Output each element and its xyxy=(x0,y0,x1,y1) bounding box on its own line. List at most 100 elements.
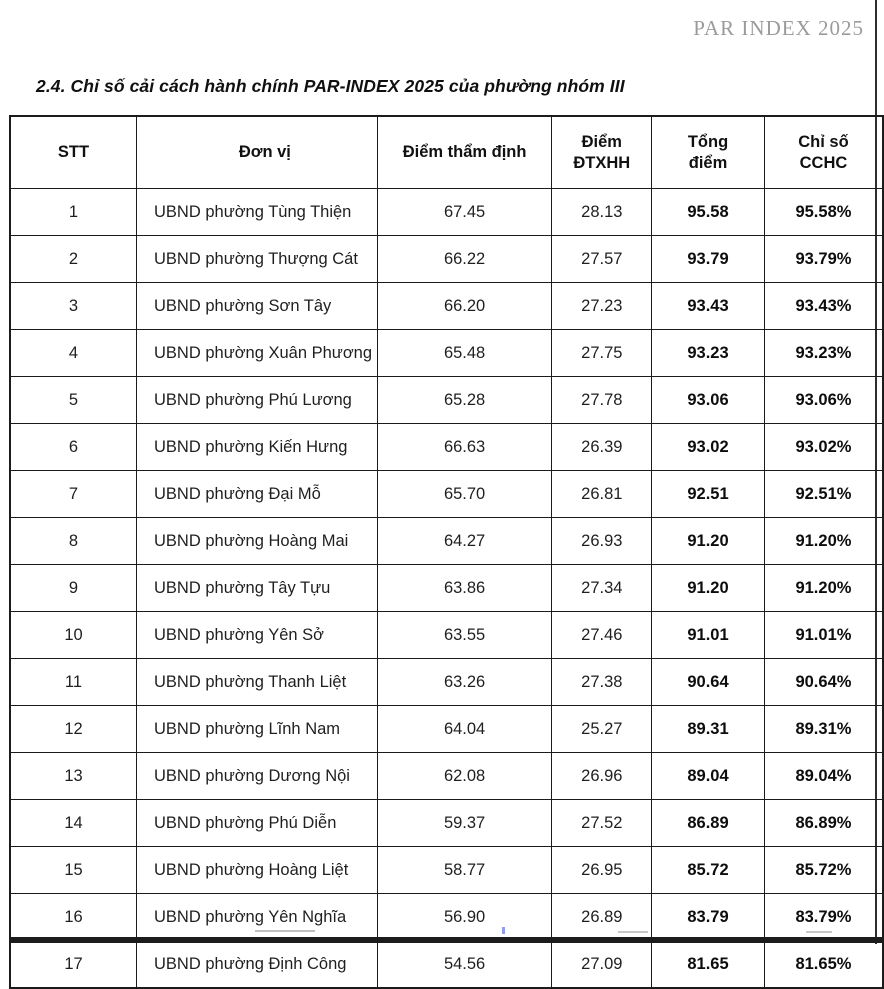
header-stt: STT xyxy=(9,115,137,189)
cell-diem-dtxhh: 27.75 xyxy=(551,329,653,377)
cell-stt: 3 xyxy=(9,282,137,330)
cell-stt: 12 xyxy=(9,705,137,753)
cell-diem-tham-dinh: 64.27 xyxy=(376,517,553,565)
cell-diem-tham-dinh: 63.26 xyxy=(376,658,553,706)
cell-chi-so-cchc: 92.51% xyxy=(763,470,884,518)
table-row: 15 UBND phường Hoàng Liệt 58.77 26.95 85.72 8… xyxy=(9,846,884,894)
cell-tong-diem: 90.64 xyxy=(651,658,765,706)
table-row: 3 UBND phường Sơn Tây 66.20 27.23 93.43 93.43… xyxy=(9,282,884,330)
cell-tong-diem: 95.58 xyxy=(651,188,765,236)
table-row: 4 UBND phường Xuân Phương 65.48 27.75 93.23 9… xyxy=(9,329,884,377)
cell-chi-so-cchc: 91.20% xyxy=(763,564,884,612)
cell-stt: 2 xyxy=(9,235,137,283)
table-row: 8 UBND phường Hoàng Mai 64.27 26.93 91.20 91.… xyxy=(9,517,884,565)
table-row: 5 UBND phường Phú Lương 65.28 27.78 93.06 93.… xyxy=(9,376,884,424)
cell-tong-diem: 91.01 xyxy=(651,611,765,659)
table-row: 14 UBND phường Phú Diễn 59.37 27.52 86.89 86.… xyxy=(9,799,884,847)
cell-chi-so-cchc: 93.02% xyxy=(763,423,884,471)
table-row: 7 UBND phường Đại Mỗ 65.70 26.81 92.51 92.51% xyxy=(9,470,884,518)
cell-don-vi: UBND phường Hoàng Liệt xyxy=(136,846,378,894)
cell-diem-tham-dinh: 64.04 xyxy=(376,705,553,753)
cell-diem-tham-dinh: 63.55 xyxy=(376,611,553,659)
cell-diem-dtxhh: 27.52 xyxy=(551,799,653,847)
cell-diem-tham-dinh: 66.63 xyxy=(376,423,553,471)
cell-diem-dtxhh: 26.89 xyxy=(551,893,653,941)
cell-diem-tham-dinh: 62.08 xyxy=(376,752,553,800)
table-row: 9 UBND phường Tây Tựu 63.86 27.34 91.20 91.20… xyxy=(9,564,884,612)
table-row: 6 UBND phường Kiến Hưng 66.63 26.39 93.02 93.… xyxy=(9,423,884,471)
table-row: 17 UBND phường Định Công 54.56 27.09 81.65 81… xyxy=(9,940,884,989)
cell-chi-so-cchc: 95.58% xyxy=(763,188,884,236)
cell-tong-diem: 85.72 xyxy=(651,846,765,894)
cell-diem-tham-dinh: 63.86 xyxy=(376,564,553,612)
header-chi-so-cchc: Chỉ số CCHC xyxy=(763,115,884,189)
cell-don-vi: UBND phường Thanh Liệt xyxy=(136,658,378,706)
cell-diem-dtxhh: 26.39 xyxy=(551,423,653,471)
cell-don-vi: UBND phường Phú Lương xyxy=(136,376,378,424)
cell-stt: 6 xyxy=(9,423,137,471)
cell-stt: 9 xyxy=(9,564,137,612)
par-index-table: STT Đơn vị Điểm thẩm định Điểm ĐTXHH Tổng đi… xyxy=(9,115,884,989)
cell-don-vi: UBND phường Dương Nội xyxy=(136,752,378,800)
table-header-row: STT Đơn vị Điểm thẩm định Điểm ĐTXHH Tổng đi… xyxy=(9,115,884,189)
header-tong-diem: Tổng điểm xyxy=(651,115,765,189)
cell-diem-dtxhh: 27.38 xyxy=(551,658,653,706)
cell-tong-diem: 81.65 xyxy=(651,940,765,989)
cell-chi-so-cchc: 93.43% xyxy=(763,282,884,330)
cell-don-vi: UBND phường Định Công xyxy=(136,940,378,989)
header-don-vi: Đơn vị xyxy=(136,115,378,189)
cell-stt: 1 xyxy=(9,188,137,236)
cell-chi-so-cchc: 89.04% xyxy=(763,752,884,800)
cell-diem-tham-dinh: 67.45 xyxy=(376,188,553,236)
cell-stt: 7 xyxy=(9,470,137,518)
cell-don-vi: UBND phường Hoàng Mai xyxy=(136,517,378,565)
cell-don-vi: UBND phường Lĩnh Nam xyxy=(136,705,378,753)
cell-tong-diem: 92.51 xyxy=(651,470,765,518)
cell-don-vi: UBND phường Tây Tựu xyxy=(136,564,378,612)
cell-diem-tham-dinh: 66.20 xyxy=(376,282,553,330)
cell-tong-diem: 93.43 xyxy=(651,282,765,330)
cell-chi-so-cchc: 93.06% xyxy=(763,376,884,424)
cell-tong-diem: 93.06 xyxy=(651,376,765,424)
cell-diem-dtxhh: 26.95 xyxy=(551,846,653,894)
cell-chi-so-cchc: 93.23% xyxy=(763,329,884,377)
cell-tong-diem: 83.79 xyxy=(651,893,765,941)
cell-tong-diem: 89.04 xyxy=(651,752,765,800)
scan-artifact xyxy=(806,931,832,933)
section-title: 2.4. Chỉ số cải cách hành chính PAR-INDE… xyxy=(36,76,625,96)
cell-tong-diem: 93.02 xyxy=(651,423,765,471)
cell-don-vi: UBND phường Kiến Hưng xyxy=(136,423,378,471)
header-diem-dtxhh: Điểm ĐTXHH xyxy=(551,115,653,189)
cell-diem-dtxhh: 27.34 xyxy=(551,564,653,612)
cell-diem-dtxhh: 27.46 xyxy=(551,611,653,659)
cell-chi-so-cchc: 86.89% xyxy=(763,799,884,847)
table-row: 16 UBND phường Yên Nghĩa 56.90 26.89 83.79 83… xyxy=(9,893,884,941)
table-row: 1 UBND phường Tùng Thiện 67.45 28.13 95.58 95… xyxy=(9,188,884,236)
scan-artifact xyxy=(255,930,315,932)
header-diem-tham-dinh: Điểm thẩm định xyxy=(376,115,553,189)
cell-diem-tham-dinh: 58.77 xyxy=(376,846,553,894)
page-bottom-scan-bar xyxy=(10,937,884,943)
cell-stt: 13 xyxy=(9,752,137,800)
cell-chi-so-cchc: 90.64% xyxy=(763,658,884,706)
table-body: 1 UBND phường Tùng Thiện 67.45 28.13 95.58 95… xyxy=(9,188,884,989)
cell-chi-so-cchc: 91.01% xyxy=(763,611,884,659)
cell-stt: 16 xyxy=(9,893,137,941)
cell-tong-diem: 93.23 xyxy=(651,329,765,377)
cell-diem-tham-dinh: 65.70 xyxy=(376,470,553,518)
cell-chi-so-cchc: 81.65% xyxy=(763,940,884,989)
table-header: STT Đơn vị Điểm thẩm định Điểm ĐTXHH Tổng đi… xyxy=(9,115,884,189)
table-row: 12 UBND phường Lĩnh Nam 64.04 25.27 89.31 89.… xyxy=(9,705,884,753)
cell-chi-so-cchc: 83.79% xyxy=(763,893,884,941)
cell-stt: 11 xyxy=(9,658,137,706)
scan-artifact xyxy=(618,931,648,933)
table-row: 11 UBND phường Thanh Liệt 63.26 27.38 90.64 9… xyxy=(9,658,884,706)
cell-diem-dtxhh: 26.81 xyxy=(551,470,653,518)
cell-chi-so-cchc: 85.72% xyxy=(763,846,884,894)
cell-tong-diem: 89.31 xyxy=(651,705,765,753)
cell-diem-dtxhh: 28.13 xyxy=(551,188,653,236)
cell-don-vi: UBND phường Yên Sở xyxy=(136,611,378,659)
cell-stt: 15 xyxy=(9,846,137,894)
cell-don-vi: UBND phường Tùng Thiện xyxy=(136,188,378,236)
cell-stt: 8 xyxy=(9,517,137,565)
